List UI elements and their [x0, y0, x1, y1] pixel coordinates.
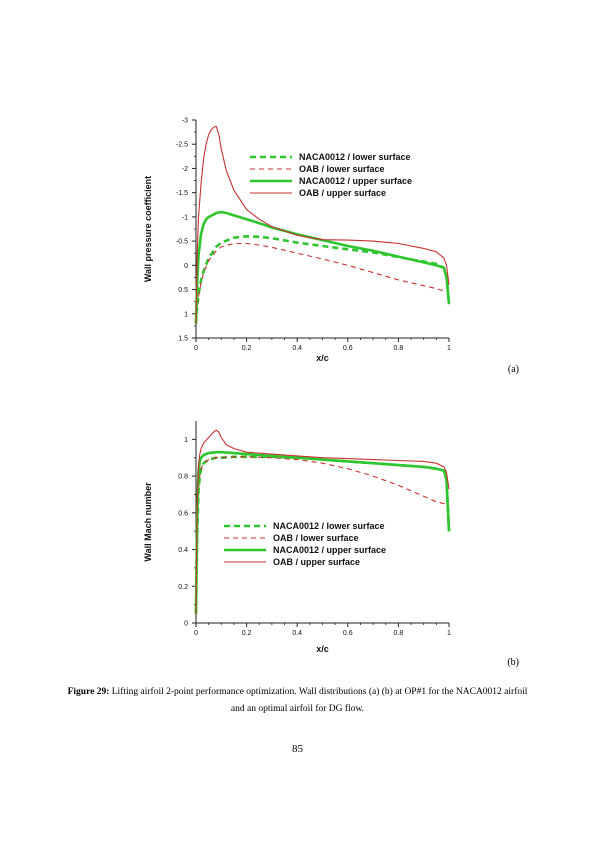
- series-line-2: [194, 210, 451, 324]
- y-tick-label: 0.5: [178, 287, 188, 294]
- x-tick-label: 0: [194, 630, 198, 637]
- y-tick-label: 0: [184, 621, 188, 628]
- y-axis-title: Wall pressure coefficient: [143, 176, 153, 282]
- y-tick-label: -2.5: [176, 142, 188, 149]
- panel-label-b: (b): [507, 657, 519, 668]
- x-tick-label: 0.2: [242, 345, 252, 352]
- x-tick-label: 0.8: [394, 630, 404, 637]
- series-line-2: [194, 450, 451, 614]
- x-tick-label: 0.2: [242, 630, 252, 637]
- x-tick-label: 0.6: [343, 630, 353, 637]
- page-number: 85: [292, 743, 303, 755]
- legend-label: NACA0012 / upper surface: [299, 176, 412, 186]
- y-tick-label: -2: [182, 166, 188, 173]
- y-tick-label: 0.8: [178, 474, 188, 481]
- y-tick-label: 0.4: [178, 547, 188, 554]
- x-axis-title: x/c: [316, 353, 329, 363]
- series-line-3: [195, 125, 450, 324]
- x-tick-label: 0.4: [292, 630, 302, 637]
- chart-wall-pressure: -3 -2.5 -2 -1.5 -1 -0.5 0 0.5 1 1.5 0 0.2 0.4 0.6 0.8 1…: [143, 118, 451, 364]
- chart-wall-mach: 0 0.2 0.4 0.6 0.8 1 0 0.2 0.4 0.6 0.8 1 x/c Wall Mach…: [143, 421, 451, 654]
- x-tick-label: 1: [447, 345, 451, 352]
- y-tick-label: 0.2: [178, 584, 188, 591]
- series-line-1: [195, 242, 450, 324]
- y-tick-label: -3: [182, 118, 188, 125]
- x-tick-label: 0.8: [394, 345, 404, 352]
- x-tick-label: 0.4: [292, 345, 302, 352]
- y-tick-label: 1: [184, 437, 188, 444]
- x-tick-label: 1: [447, 630, 451, 637]
- legend-label: OAB / upper surface: [299, 188, 386, 198]
- series-line-3: [195, 429, 450, 614]
- caption-text: Lifting airfoil 2-point performance opti…: [109, 687, 528, 714]
- caption-label: Figure 29:: [67, 687, 110, 697]
- x-axis-title: x/c: [316, 644, 329, 654]
- y-tick-label: 0: [184, 263, 188, 270]
- y-tick-label: -1.5: [176, 190, 188, 197]
- legend-label: OAB / lower surface: [299, 164, 385, 174]
- legend-label: OAB / lower surface: [273, 533, 359, 543]
- x-tick-label: 0.6: [343, 345, 353, 352]
- figure-caption: Figure 29: Lifting airfoil 2-point perfo…: [60, 684, 535, 718]
- y-axis-title: Wall Mach number: [143, 482, 153, 562]
- legend-label: NACA0012 / upper surface: [273, 545, 386, 555]
- y-tick-label: 1.5: [178, 336, 188, 343]
- y-tick-label: -1: [182, 214, 188, 221]
- legend-label: NACA0012 / lower surface: [273, 521, 385, 531]
- legend-label: NACA0012 / lower surface: [299, 152, 411, 162]
- panel-label-a: (a): [507, 364, 519, 375]
- series-line-0: [194, 235, 451, 324]
- y-tick-label: 0.6: [178, 510, 188, 517]
- legend-label: OAB / upper surface: [273, 557, 360, 567]
- x-tick-label: 0: [194, 345, 198, 352]
- y-tick-label: 1: [184, 311, 188, 318]
- y-tick-label: -0.5: [176, 239, 188, 246]
